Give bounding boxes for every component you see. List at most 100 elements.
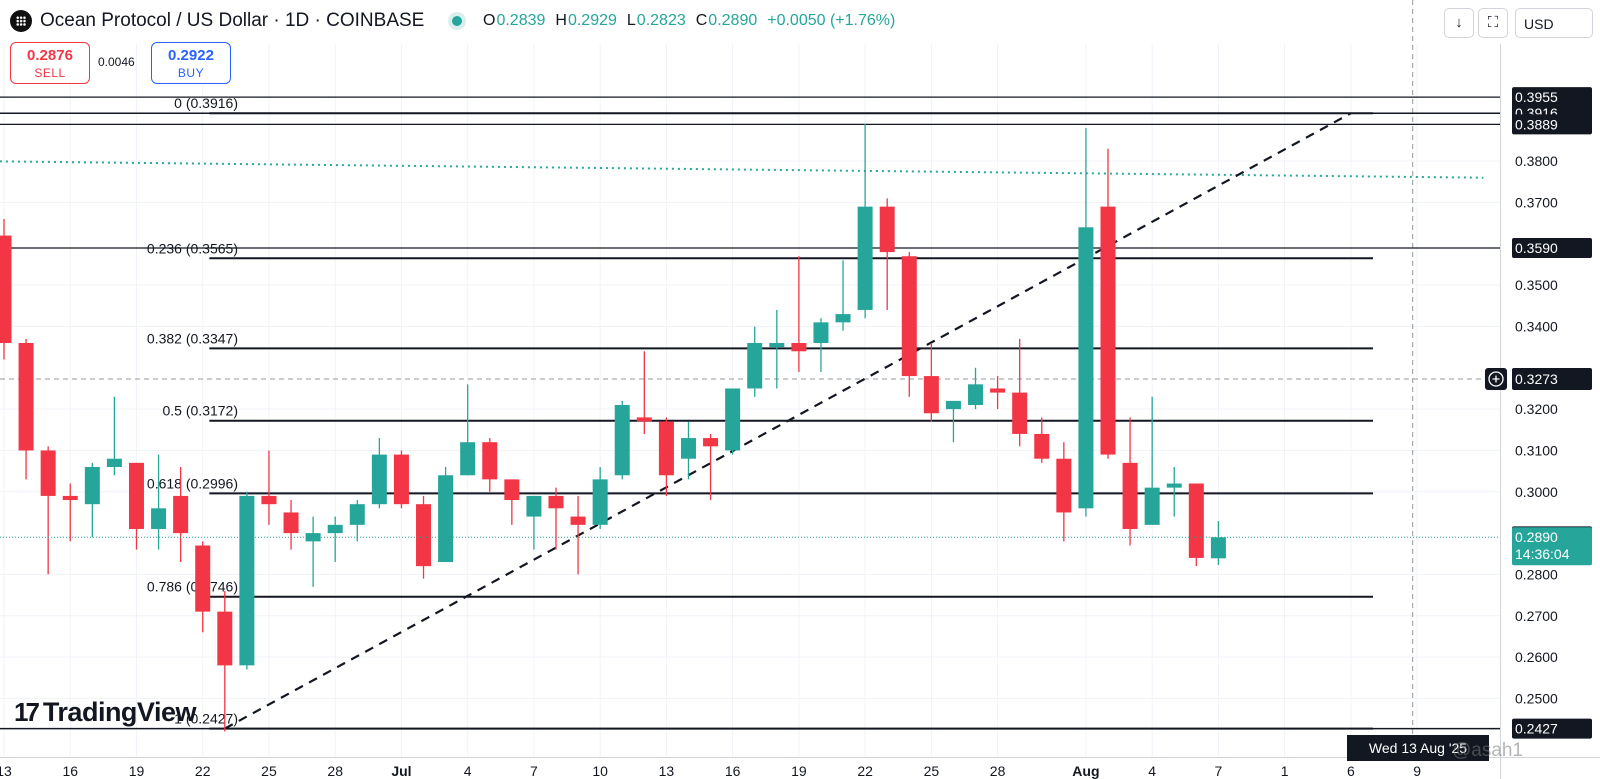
price-label-box (1512, 114, 1592, 135)
candle (945, 400, 961, 443)
candle-body (658, 421, 674, 476)
price-tick-label: 0.3500 (1515, 277, 1558, 293)
candle (173, 466, 189, 563)
candle (217, 590, 233, 732)
candle (1056, 442, 1072, 542)
candle-body (128, 462, 144, 529)
time-tick-label: 1 (1281, 763, 1289, 779)
candle-body (0, 235, 12, 344)
time-tick-label: 10 (592, 763, 608, 779)
arrow-down-icon: ↓ (1455, 14, 1463, 31)
time-tick-label: 7 (1215, 763, 1223, 779)
candle (747, 326, 763, 397)
candle (1100, 148, 1116, 459)
candle-body (195, 545, 211, 612)
ocean-logo-icon (10, 10, 32, 32)
time-tick-label: Aug (1072, 763, 1099, 779)
buy-label: BUY (177, 66, 205, 80)
candle-body (393, 454, 409, 505)
candle-body (261, 495, 277, 505)
candle-body (901, 256, 917, 377)
fullscreen-button[interactable]: ⛶ (1478, 8, 1508, 38)
time-axis: 13 16 19 22 25 28 Jul 4 7 10 13 16 19 22 25 28 Aug 4 7 1 6 9 (0, 763, 1421, 779)
buy-button[interactable]: 0.2922 BUY (151, 42, 231, 84)
time-tick-label: 16 (62, 763, 78, 779)
trendline (224, 112, 1352, 730)
watermark: @asah1 (1452, 740, 1524, 761)
candle-body (239, 495, 255, 666)
price-tick-label: 0.3800 (1515, 153, 1558, 169)
time-tick-label: 25 (261, 763, 277, 779)
time-tick-label: 9 (1413, 763, 1421, 779)
candle-body (283, 512, 299, 534)
candle (460, 384, 476, 476)
sell-button[interactable]: 0.2876 SELL (10, 42, 90, 84)
candle-body (945, 400, 961, 410)
price-tick-label: 0.3000 (1515, 484, 1558, 500)
candle-body (460, 442, 476, 476)
candle-body (173, 495, 189, 534)
candle (371, 438, 387, 509)
candle (725, 388, 741, 455)
price-tick-label: 0.3100 (1515, 442, 1558, 458)
candle-body (151, 508, 167, 529)
candle-body (1100, 206, 1116, 455)
countdown-text: 14:36:04 (1515, 546, 1570, 562)
download-button[interactable]: ↓ (1444, 8, 1474, 38)
candle-body (62, 495, 78, 501)
candle-body (857, 206, 873, 310)
add-alert-icon-plus (1492, 375, 1500, 383)
time-tick-label: 6 (1347, 763, 1355, 779)
high-value: 0.2929 (567, 12, 617, 29)
candle-body (570, 516, 586, 525)
crosshair-date-label: Wed 13 Aug '25 (1347, 735, 1489, 761)
moving-average-line (0, 160, 1484, 179)
candle (526, 495, 542, 550)
open-value: 0.2839 (496, 12, 546, 29)
time-tick-label: 4 (1148, 763, 1156, 779)
candle-body (791, 343, 807, 352)
last-price-text: 0.2890 (1515, 529, 1558, 545)
symbol-title[interactable]: Ocean Protocol / US Dollar · 1D · COINBA… (40, 10, 425, 31)
trendline-path (224, 112, 1352, 730)
price-tick-label: 0.2800 (1515, 566, 1558, 582)
candle-body (1034, 433, 1050, 459)
price-axis: 0.2500 0.2600 0.2700 0.2800 0.3000 0.3100 0.32… (1485, 87, 1592, 739)
candle (327, 516, 343, 563)
chart-header: Ocean Protocol / US Dollar · 1D · COINBA… (0, 0, 1600, 44)
fib-label: 0.618 (0.2996) (147, 475, 238, 491)
time-tick-label: 16 (725, 763, 741, 779)
market-status-icon[interactable] (452, 16, 463, 26)
price-label-box (1512, 237, 1592, 258)
buy-price: 0.2922 (168, 47, 214, 64)
candle-body (636, 417, 652, 422)
price-tick-label: 0.2600 (1515, 649, 1558, 665)
candle (835, 260, 851, 331)
candle (901, 252, 917, 397)
candle (548, 487, 564, 550)
candle-body (614, 405, 630, 476)
candle (84, 462, 100, 538)
price-label-text: 0.3590 (1515, 240, 1558, 256)
candle (0, 219, 12, 360)
time-tick-label: 28 (327, 763, 343, 779)
candle-body (1210, 537, 1226, 559)
candles (0, 123, 1500, 732)
time-tick-label: 13 (659, 763, 675, 779)
time-tick-label: 19 (791, 763, 807, 779)
fib-label: 0.786 (0.2746) (147, 579, 238, 595)
candle-body (349, 504, 365, 525)
currency-select[interactable]: USD (1515, 8, 1593, 38)
tradingview-logo[interactable]: 17 TradingView (14, 697, 196, 728)
candle-body (747, 343, 763, 389)
crosshair-price-text: 0.3273 (1515, 371, 1558, 387)
price-tick-label: 0.3700 (1515, 195, 1558, 211)
candle-body (1012, 392, 1028, 434)
candle (636, 351, 652, 434)
candle (857, 123, 873, 319)
candle (879, 198, 895, 310)
candle (1210, 521, 1226, 565)
close-label: C (695, 12, 708, 29)
time-tick-label: Jul (391, 763, 411, 779)
